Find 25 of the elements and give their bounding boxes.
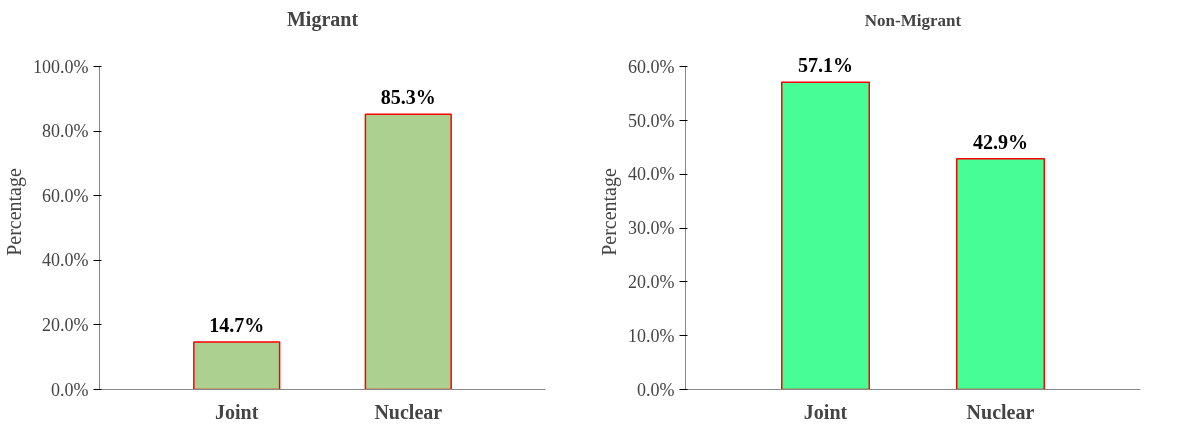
- y-tick-label: 100.0%: [33, 56, 89, 77]
- chart-title: Migrant: [286, 7, 359, 31]
- y-tick-label: 80.0%: [42, 121, 89, 142]
- y-tick-label: 60.0%: [42, 185, 89, 206]
- x-tick-label: Nuclear: [966, 400, 1035, 423]
- y-tick-label: 10.0%: [628, 325, 675, 346]
- y-tick-label: 20.0%: [628, 271, 675, 292]
- data-label: 85.3%: [380, 86, 436, 109]
- x-tick-label: Joint: [215, 400, 259, 423]
- y-axis-title: Percentage: [3, 168, 27, 256]
- y-tick-label: 0.0%: [637, 379, 675, 400]
- y-tick-label: 0.0%: [51, 379, 89, 400]
- y-tick-label: 40.0%: [42, 250, 89, 271]
- x-tick-label: Joint: [803, 400, 848, 423]
- y-tick-label: 60.0%: [628, 56, 675, 77]
- data-label: 42.9%: [973, 130, 1028, 153]
- y-tick-label: 50.0%: [628, 110, 675, 131]
- y-axis-title: Percentage: [598, 168, 622, 256]
- data-label: 14.7%: [209, 314, 265, 337]
- y-tick-label: 20.0%: [42, 314, 89, 335]
- x-tick-label: Nuclear: [374, 400, 443, 423]
- y-tick-label: 30.0%: [628, 218, 675, 239]
- chart-title: Non-Migrant: [864, 10, 962, 30]
- data-label: 57.1%: [798, 54, 853, 77]
- y-tick-label: 40.0%: [628, 164, 675, 185]
